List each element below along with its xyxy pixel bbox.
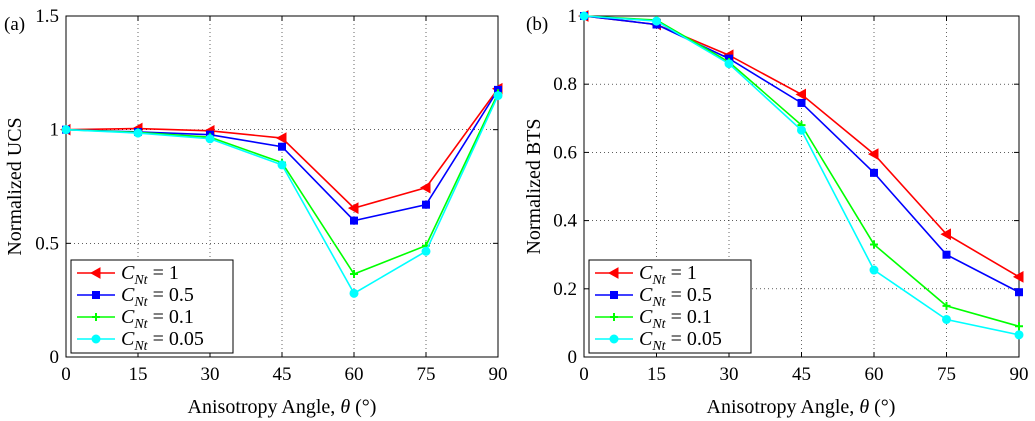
x-tick-label: 45 [273,364,292,385]
x-tick-label: 60 [865,364,884,385]
x-tick-label: 90 [1010,364,1029,385]
data-point [724,59,734,69]
legend-swatch-marker [91,334,101,344]
x-axis-label: Anisotropy Angle, θ (°) [188,396,377,418]
y-axis-label: Normalized UCS [4,117,26,255]
data-point [277,160,287,170]
y-tick-label: 1 [568,6,578,27]
data-point [579,11,589,21]
legend-label: CNt = 0.5 [121,284,194,310]
data-point [421,246,431,256]
legend-swatch-marker [92,313,100,321]
y-tick-label: 0.8 [553,74,577,95]
legend-swatch-marker [607,267,619,279]
x-tick-label: 0 [579,364,589,385]
x-tick-label: 15 [129,364,148,385]
legend-swatch-marker [89,267,101,279]
legend-swatch-marker [610,291,618,299]
legend-entry: CNt = 1 [595,262,697,288]
y-tick-label: 0.2 [553,279,577,300]
data-point [797,98,806,107]
y-tick-label: 0 [50,347,60,368]
y-tick-label: 0.6 [553,142,577,163]
y-tick-label: 1 [50,120,60,141]
data-point [797,125,806,135]
chart-panel-b: 0 15 30 45 60 75 90 0 0.2 0.4 0.6 0.8 1 Anisotropy An… [523,6,1029,418]
series-4 [579,11,1024,340]
chart-panel-a: 0 15 30 45 60 75 90 0 0.5 1 1.5 Anisotropy Angle, θ… [4,6,508,418]
data-point [349,288,359,298]
y-tick-label: 0 [568,347,578,368]
legend-entry: CNt = 0.05 [595,328,722,354]
legend-entry: CNt = 0.5 [77,284,194,310]
legend-label: CNt = 0.5 [639,284,712,310]
series-4 [61,91,503,298]
data-point [942,301,951,310]
x-tick-label: 15 [647,364,666,385]
data-point [347,202,359,214]
data-point [652,16,661,26]
data-point [205,134,215,144]
x-tick-label: 45 [792,364,811,385]
legend-swatch-marker [609,334,619,344]
data-point [869,265,879,275]
data-point [942,250,951,259]
legend-swatch-marker [610,313,618,321]
legend-label: CNt = 0.1 [639,306,712,332]
data-point [493,91,503,101]
axes-frame [583,15,1020,358]
legend-label: CNt = 1 [121,262,179,288]
data-point [419,181,431,194]
x-axis-label: Anisotropy Angle, θ (°) [707,396,896,418]
y-axis-label: Normalized BTS [523,118,545,254]
data-point [1012,271,1024,283]
legend-label: CNt = 0.1 [121,306,194,332]
data-point [133,128,143,138]
x-tick-label: 0 [61,364,71,385]
data-point [942,314,951,324]
panel-label: (a) [4,14,25,35]
data-point [940,228,951,241]
data-point [870,168,878,177]
y-tick-label: 0.5 [35,233,59,254]
data-point [61,125,71,135]
legend-swatch-marker [92,291,100,299]
data-point [795,88,806,101]
legend-entry: CNt = 0.5 [595,284,712,310]
data-point [278,142,286,151]
data-point [350,216,358,225]
legend-entry: CNt = 0.1 [595,306,712,332]
y-tick-label: 0.4 [553,211,577,232]
legend-entry: CNt = 0.1 [77,306,194,332]
axes-frame [65,15,499,358]
x-tick-label: 30 [720,364,739,385]
x-tick-label: 75 [937,364,956,385]
data-point [1015,288,1023,297]
data-point [1015,322,1023,331]
data-point [350,270,358,279]
x-tick-label: 90 [489,364,508,385]
data-point [275,132,287,144]
panel-label: (b) [526,14,548,35]
data-point [867,148,879,160]
legend-label: CNt = 1 [639,262,697,288]
legend-entry: CNt = 1 [77,262,179,288]
x-tick-label: 75 [417,364,436,385]
x-tick-label: 60 [345,364,364,385]
data-point [422,200,430,209]
legend-label: CNt = 0.05 [639,328,722,354]
data-point [870,240,878,249]
data-point [1014,330,1024,340]
y-tick-label: 1.5 [35,6,59,27]
x-tick-label: 30 [201,364,220,385]
